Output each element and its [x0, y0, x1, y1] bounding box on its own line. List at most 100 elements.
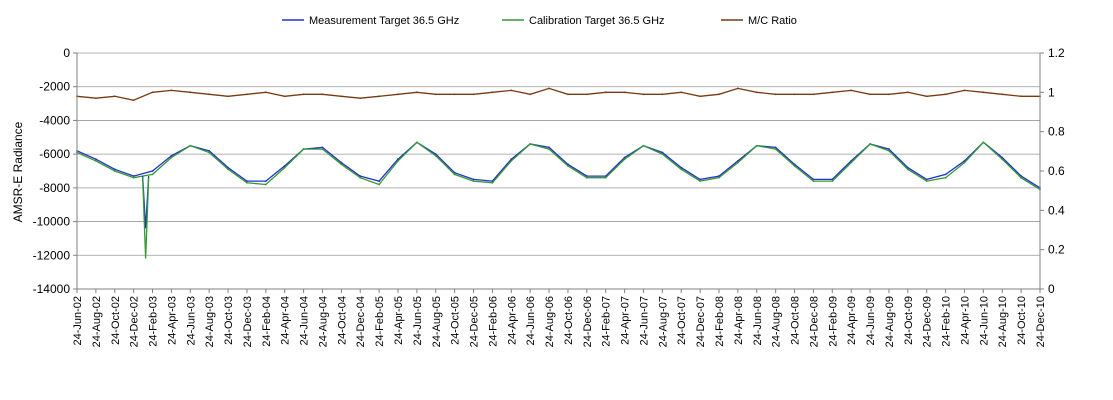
data-point	[623, 91, 626, 94]
data-point	[246, 181, 248, 184]
data-point	[472, 93, 475, 96]
x-tick-label: 24-Oct-02	[110, 296, 122, 345]
data-point	[585, 175, 588, 177]
data-point	[453, 173, 456, 176]
data-point	[963, 89, 966, 92]
data-point	[170, 89, 173, 92]
series-layer	[76, 87, 1041, 259]
x-tick-label: 24-Feb-08	[714, 296, 726, 347]
data-point	[888, 148, 890, 150]
data-point	[774, 146, 777, 149]
data-point	[812, 180, 815, 183]
data-point	[831, 91, 834, 94]
data-point	[415, 91, 418, 94]
x-tick-label: 24-Dec-09	[922, 296, 934, 347]
x-tick-label: 24-Aug-10	[997, 296, 1009, 347]
data-point	[548, 87, 550, 90]
x-tick-label: 24-Aug-06	[544, 296, 556, 347]
x-tick-label: 24-Feb-04	[261, 296, 273, 347]
x-tick-label: 24-Feb-09	[827, 296, 839, 347]
left-tick-label: -10000	[33, 215, 71, 229]
data-point	[113, 168, 116, 171]
x-tick-label: 24-Aug-04	[317, 296, 329, 347]
data-point	[132, 99, 135, 102]
x-tick-label: 24-Jun-03	[185, 296, 197, 346]
data-point	[151, 170, 154, 172]
data-point	[1020, 95, 1023, 98]
x-tick-label: 24-Jun-05	[412, 296, 424, 346]
left-tick-label: -4000	[39, 113, 70, 127]
data-point	[963, 161, 966, 164]
series-line	[76, 141, 1041, 189]
x-tick-label: 24-Apr-06	[506, 296, 518, 345]
x-tick-label: 24-Oct-03	[223, 296, 235, 345]
data-point	[529, 143, 532, 145]
data-point	[132, 176, 135, 179]
data-point	[283, 166, 286, 169]
data-point	[434, 93, 437, 96]
x-tick-label: 24-Oct-08	[790, 296, 802, 345]
data-point	[718, 175, 720, 177]
data-point	[208, 149, 211, 152]
data-point	[1001, 158, 1004, 161]
x-axis-ticks: 24-Jun-02 24-Aug-02 24-Oct-02 24-Dec-02 24-F…	[72, 289, 1047, 347]
data-point	[548, 148, 550, 150]
gridlines	[77, 52, 1040, 290]
data-point	[94, 158, 97, 161]
data-point	[755, 91, 758, 94]
data-point	[472, 180, 475, 183]
series-line	[76, 87, 1040, 101]
data-point	[850, 161, 853, 164]
data-point	[642, 144, 645, 147]
series-line	[76, 141, 1041, 191]
right-tick-label: 0.6	[1048, 164, 1065, 178]
data-point	[567, 165, 569, 167]
x-tick-label: 24-Dec-05	[469, 296, 481, 347]
data-point	[208, 93, 211, 96]
left-tick-label: -6000	[39, 147, 70, 161]
x-tick-label: 24-Aug-09	[884, 296, 896, 347]
data-point	[585, 93, 588, 96]
data-point	[925, 95, 928, 98]
x-tick-label: 24-Jun-02	[72, 296, 84, 346]
series-spike	[141, 177, 150, 259]
data-point	[378, 95, 381, 98]
data-point	[944, 176, 947, 179]
x-tick-label: 24-Feb-06	[487, 296, 499, 347]
data-point	[642, 93, 645, 96]
x-tick-label: 24-Aug-03	[204, 296, 216, 347]
x-tick-label: 24-Aug-08	[771, 296, 783, 347]
data-point	[208, 151, 211, 154]
data-point	[510, 159, 513, 162]
x-tick-label: 24-Oct-10	[1016, 296, 1028, 345]
data-point	[510, 89, 513, 92]
data-point	[812, 93, 815, 96]
data-point	[340, 95, 343, 98]
data-point	[925, 180, 928, 183]
data-point	[1020, 176, 1023, 179]
data-point	[321, 148, 324, 150]
data-point	[151, 173, 154, 176]
x-tick-label: 24-Apr-05	[393, 296, 405, 345]
data-point	[831, 180, 834, 183]
data-point	[661, 93, 664, 96]
data-point	[151, 91, 154, 94]
data-point	[132, 175, 135, 177]
data-point	[340, 161, 343, 164]
data-point	[888, 93, 890, 96]
data-point	[434, 154, 437, 157]
x-tick-label: 24-Dec-08	[808, 296, 820, 347]
data-point	[793, 165, 796, 167]
right-tick-label: 0.8	[1048, 125, 1065, 139]
data-point	[246, 93, 248, 96]
x-tick-label: 24-Feb-03	[148, 296, 160, 347]
left-tick-label: -2000	[39, 80, 70, 94]
data-point	[604, 91, 607, 94]
x-tick-label: 24-Oct-04	[336, 296, 348, 345]
data-point	[321, 93, 324, 96]
left-axis-ticks: 0 -2000 -4000 -6000 -8000 -10000 -12000 -14000	[33, 46, 77, 296]
data-point	[623, 158, 626, 161]
data-point	[397, 159, 399, 162]
data-point	[548, 146, 550, 149]
